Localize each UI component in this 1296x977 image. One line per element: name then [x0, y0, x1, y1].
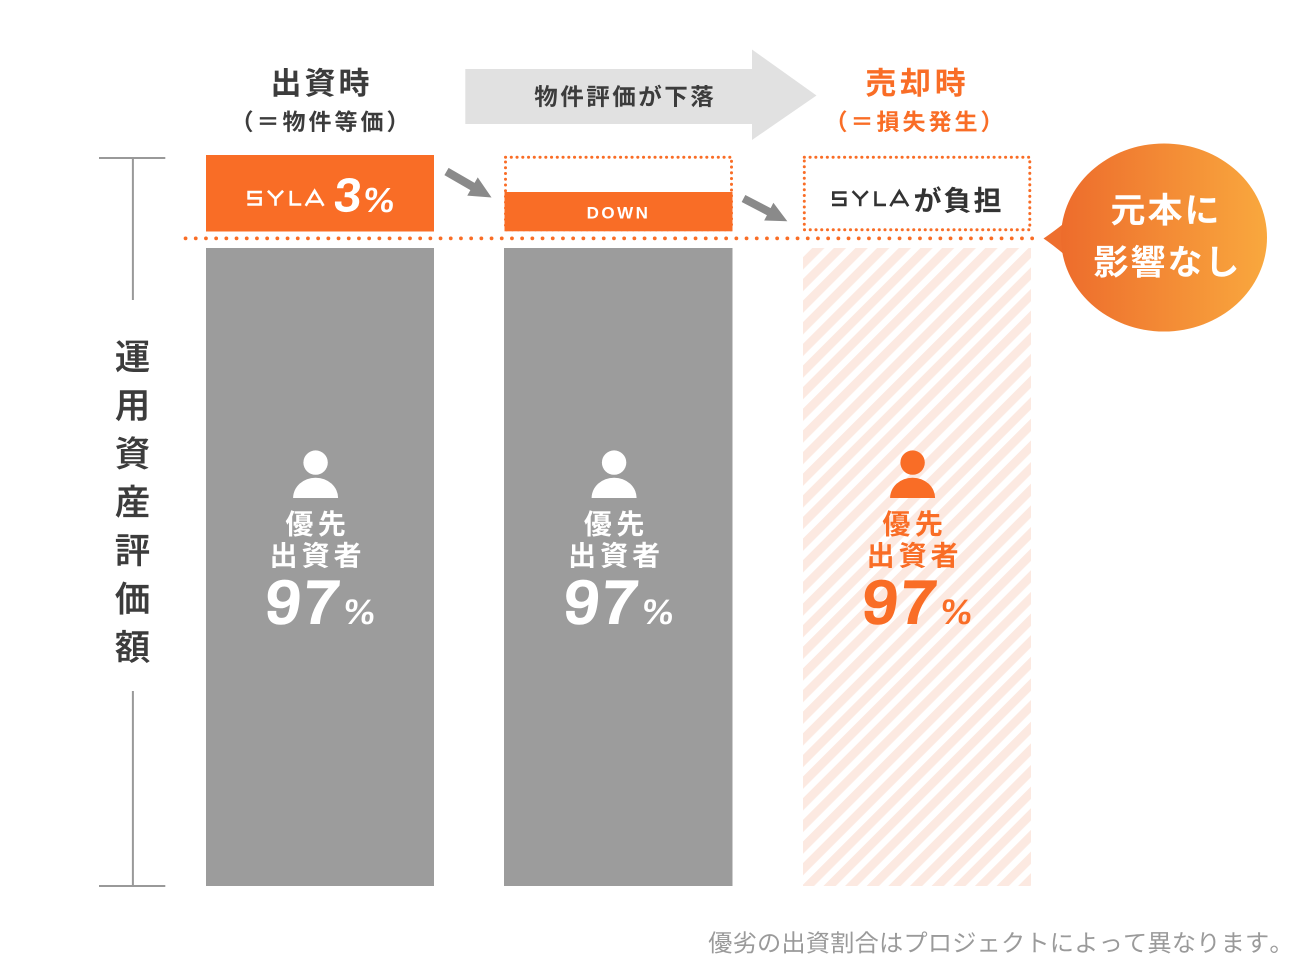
svg-text:DOWN: DOWN: [587, 204, 651, 223]
